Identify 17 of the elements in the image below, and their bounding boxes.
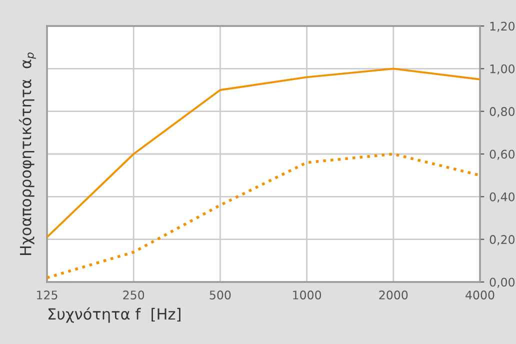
y-tick-label: 0,40 [490, 192, 515, 203]
y-tick-label: 0,80 [490, 107, 515, 118]
x-tick-label: 4000 [466, 290, 494, 300]
x-axis-title: Συχνότητα f [Hz] [48, 307, 180, 323]
y-tick-label: 1,20 [490, 22, 515, 32]
x-tick-label: 1000 [293, 290, 322, 300]
x-tick-label: 2000 [379, 290, 408, 300]
y-tick-label: 1,00 [490, 64, 515, 75]
y-axis-title: Ηχοαπορροφητικότητα α$_{p}$ [18, 52, 36, 255]
y-tick-label: 0,60 [490, 150, 515, 160]
line-series [47, 152, 480, 280]
x-tick-label: 125 [37, 290, 58, 300]
y-tick-label: 0,20 [490, 235, 515, 246]
y-tick-label: 0,00 [490, 278, 515, 288]
line-series [47, 68, 480, 238]
x-tick-label: 500 [210, 290, 231, 300]
x-tick-label: 250 [123, 290, 144, 300]
